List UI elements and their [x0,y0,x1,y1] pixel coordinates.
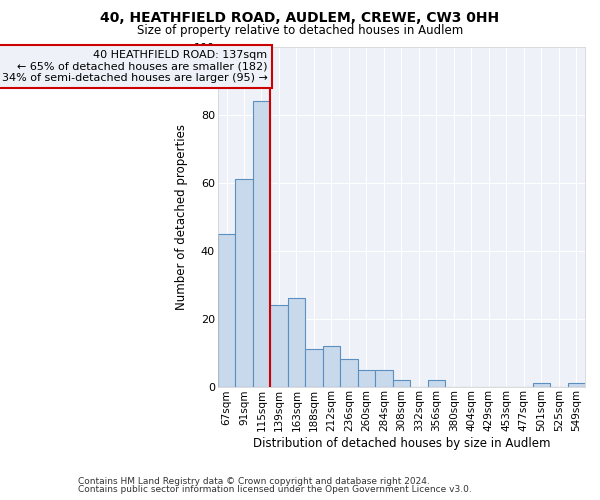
Bar [323,346,340,387]
Bar [288,298,305,386]
Bar [340,360,358,386]
Y-axis label: Number of detached properties: Number of detached properties [175,124,188,310]
Text: Contains public sector information licensed under the Open Government Licence v3: Contains public sector information licen… [78,485,472,494]
X-axis label: Distribution of detached houses by size in Audlem: Distribution of detached houses by size … [253,437,550,450]
Bar [375,370,392,386]
Text: Contains HM Land Registry data © Crown copyright and database right 2024.: Contains HM Land Registry data © Crown c… [78,477,430,486]
Bar [358,370,375,386]
Bar [253,101,270,386]
Text: 40 HEATHFIELD ROAD: 137sqm
← 65% of detached houses are smaller (182)
34% of sem: 40 HEATHFIELD ROAD: 137sqm ← 65% of deta… [2,50,268,83]
Bar [392,380,410,386]
Bar [235,179,253,386]
Bar [270,305,288,386]
Bar [533,383,550,386]
Text: 40, HEATHFIELD ROAD, AUDLEM, CREWE, CW3 0HH: 40, HEATHFIELD ROAD, AUDLEM, CREWE, CW3 … [100,11,500,25]
Bar [428,380,445,386]
Bar [218,234,235,386]
Bar [305,349,323,387]
Bar [568,383,585,386]
Text: Size of property relative to detached houses in Audlem: Size of property relative to detached ho… [137,24,463,37]
